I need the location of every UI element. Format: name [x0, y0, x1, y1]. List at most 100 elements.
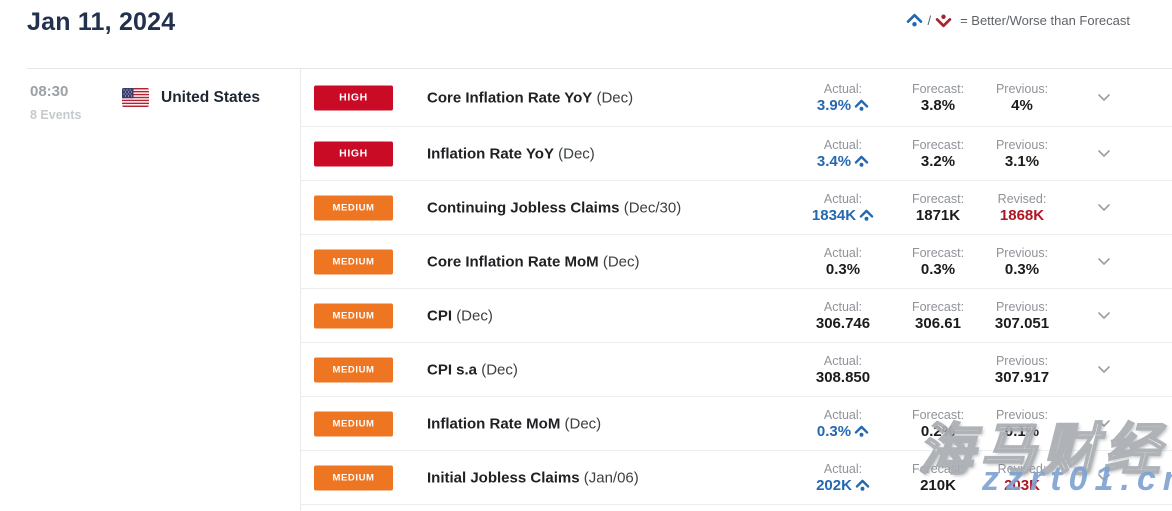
actual-value: 0.3% — [817, 423, 869, 440]
event-name: Core Inflation Rate YoY (Dec) — [427, 89, 634, 106]
better-icon — [854, 425, 869, 437]
chevron-down-icon[interactable] — [1098, 203, 1110, 212]
forecast-value: 0.3% — [920, 260, 956, 278]
forecast-value: 3.2% — [920, 152, 956, 170]
us-flag-icon — [122, 88, 149, 107]
forecast-label: Forecast: — [911, 461, 965, 476]
previous-label: Previous: — [995, 407, 1049, 422]
event-row-inflation-rate-mom[interactable]: MEDIUM Inflation Rate MoM (Dec) Actual: … — [301, 397, 1172, 451]
actual-column: Actual: 0.3% — [788, 397, 898, 450]
revised-column: Revised: 203K — [967, 451, 1077, 504]
importance-badge: HIGH — [314, 85, 393, 110]
event-rows: HIGH Core Inflation Rate YoY (Dec) Actua… — [301, 69, 1172, 505]
previous-value: 307.917 — [994, 368, 1050, 386]
importance-badge: MEDIUM — [314, 195, 393, 220]
event-name: CPI (Dec) — [427, 307, 493, 324]
actual-column: Actual: 306.746 — [788, 289, 898, 342]
event-period: (Dec) — [481, 361, 518, 378]
events-count: 8 Events — [30, 108, 82, 122]
previous-label: Previous: — [995, 81, 1049, 96]
forecast-column: Forecast: 0.2% — [883, 397, 993, 450]
worse-than-forecast-icon — [935, 14, 952, 28]
chevron-down-icon[interactable] — [1098, 311, 1110, 320]
event-row-core-inflation-rate-mom[interactable]: MEDIUM Core Inflation Rate MoM (Dec) Act… — [301, 235, 1172, 289]
previous-column: Previous: 307.917 — [967, 343, 1077, 396]
forecast-column: Forecast: 3.2% — [883, 127, 993, 180]
event-name: Inflation Rate YoY (Dec) — [427, 145, 595, 162]
actual-value: 3.9% — [817, 97, 869, 114]
actual-value: 0.3% — [825, 260, 861, 278]
previous-column: Previous: 3.1% — [967, 127, 1077, 180]
legend-text: = Better/Worse than Forecast — [960, 13, 1130, 28]
actual-column: Actual: 1834K — [788, 181, 898, 234]
forecast-column: Forecast: 1871K — [883, 181, 993, 234]
forecast-column: Forecast: 0.3% — [883, 235, 993, 288]
revised-column: Revised: 1868K — [967, 181, 1077, 234]
actual-label: Actual: — [823, 191, 863, 206]
actual-value: 306.746 — [815, 314, 871, 332]
event-period: (Dec) — [602, 253, 640, 270]
actual-column: Actual: 202K — [788, 451, 898, 504]
event-row-core-inflation-rate-yoy[interactable]: HIGH Core Inflation Rate YoY (Dec) Actua… — [301, 69, 1172, 127]
event-name: Inflation Rate MoM (Dec) — [427, 415, 602, 432]
revised-label: Revised: — [997, 461, 1047, 476]
forecast-label: Forecast: — [911, 191, 965, 206]
event-row-inflation-rate-yoy[interactable]: HIGH Inflation Rate YoY (Dec) Actual: 3.… — [301, 127, 1172, 181]
forecast-value: 0.2% — [920, 422, 956, 440]
better-icon — [854, 99, 869, 111]
actual-value: 1834K — [812, 207, 874, 224]
chevron-down-icon[interactable] — [1098, 365, 1110, 374]
event-row-continuing-jobless-claims[interactable]: MEDIUM Continuing Jobless Claims (Dec/30… — [301, 181, 1172, 235]
country-name: United States — [161, 88, 261, 106]
chevron-down-icon[interactable] — [1098, 149, 1110, 158]
actual-column: Actual: 308.850 — [788, 343, 898, 396]
legend-separator: / — [927, 13, 932, 28]
forecast-column: Forecast: 3.8% — [883, 69, 993, 126]
revised-value: 1868K — [999, 206, 1045, 224]
previous-label: Previous: — [995, 353, 1049, 368]
event-period: (Dec) — [596, 89, 634, 106]
revised-value: 203K — [1004, 476, 1040, 494]
legend: / = Better/Worse than Forecast — [906, 13, 1130, 28]
importance-badge: MEDIUM — [314, 249, 393, 274]
importance-badge: MEDIUM — [314, 465, 393, 490]
previous-column: Previous: 4% — [967, 69, 1077, 126]
forecast-label: Forecast: — [911, 81, 965, 96]
importance-badge: MEDIUM — [314, 303, 393, 328]
page-title: Jan 11, 2024 — [27, 8, 176, 36]
forecast-label: Forecast: — [911, 299, 965, 314]
event-row-initial-jobless-claims[interactable]: MEDIUM Initial Jobless Claims (Jan/06) A… — [301, 451, 1172, 505]
forecast-label: Forecast: — [911, 137, 965, 152]
previous-column: Previous: 0.3% — [967, 235, 1077, 288]
actual-value: 3.4% — [817, 153, 869, 170]
previous-value: 4% — [1011, 96, 1033, 114]
previous-column: Previous: 307.051 — [967, 289, 1077, 342]
event-period: (Dec) — [558, 145, 595, 162]
chevron-down-icon[interactable] — [1098, 419, 1110, 428]
actual-value: 308.850 — [815, 368, 871, 386]
event-period: (Jan/06) — [583, 469, 639, 486]
previous-column: Previous: 0.1% — [967, 397, 1077, 450]
actual-label: Actual: — [823, 299, 863, 314]
forecast-column: Forecast: 306.61 — [883, 289, 993, 342]
actual-label: Actual: — [823, 137, 863, 152]
actual-label: Actual: — [823, 81, 863, 96]
importance-badge: HIGH — [314, 141, 393, 166]
forecast-label: Forecast: — [911, 245, 965, 260]
event-row-cpi[interactable]: MEDIUM CPI (Dec) Actual: 306.746 Forecas… — [301, 289, 1172, 343]
event-name: Initial Jobless Claims (Jan/06) — [427, 469, 639, 486]
actual-column: Actual: 3.4% — [788, 127, 898, 180]
forecast-value: 3.8% — [920, 96, 956, 114]
chevron-down-icon[interactable] — [1098, 93, 1110, 102]
importance-badge: MEDIUM — [314, 411, 393, 436]
session-panel: 08:30 8 Events — [27, 69, 301, 511]
forecast-value: 210K — [920, 476, 956, 494]
country-block: United States — [122, 88, 260, 107]
chevron-down-icon[interactable] — [1098, 473, 1110, 482]
event-row-cpi-sa[interactable]: MEDIUM CPI s.a (Dec) Actual: 308.850 Pre… — [301, 343, 1172, 397]
event-name: Core Inflation Rate MoM (Dec) — [427, 253, 640, 270]
actual-column: Actual: 3.9% — [788, 69, 898, 126]
actual-label: Actual: — [823, 353, 863, 368]
chevron-down-icon[interactable] — [1098, 257, 1110, 266]
